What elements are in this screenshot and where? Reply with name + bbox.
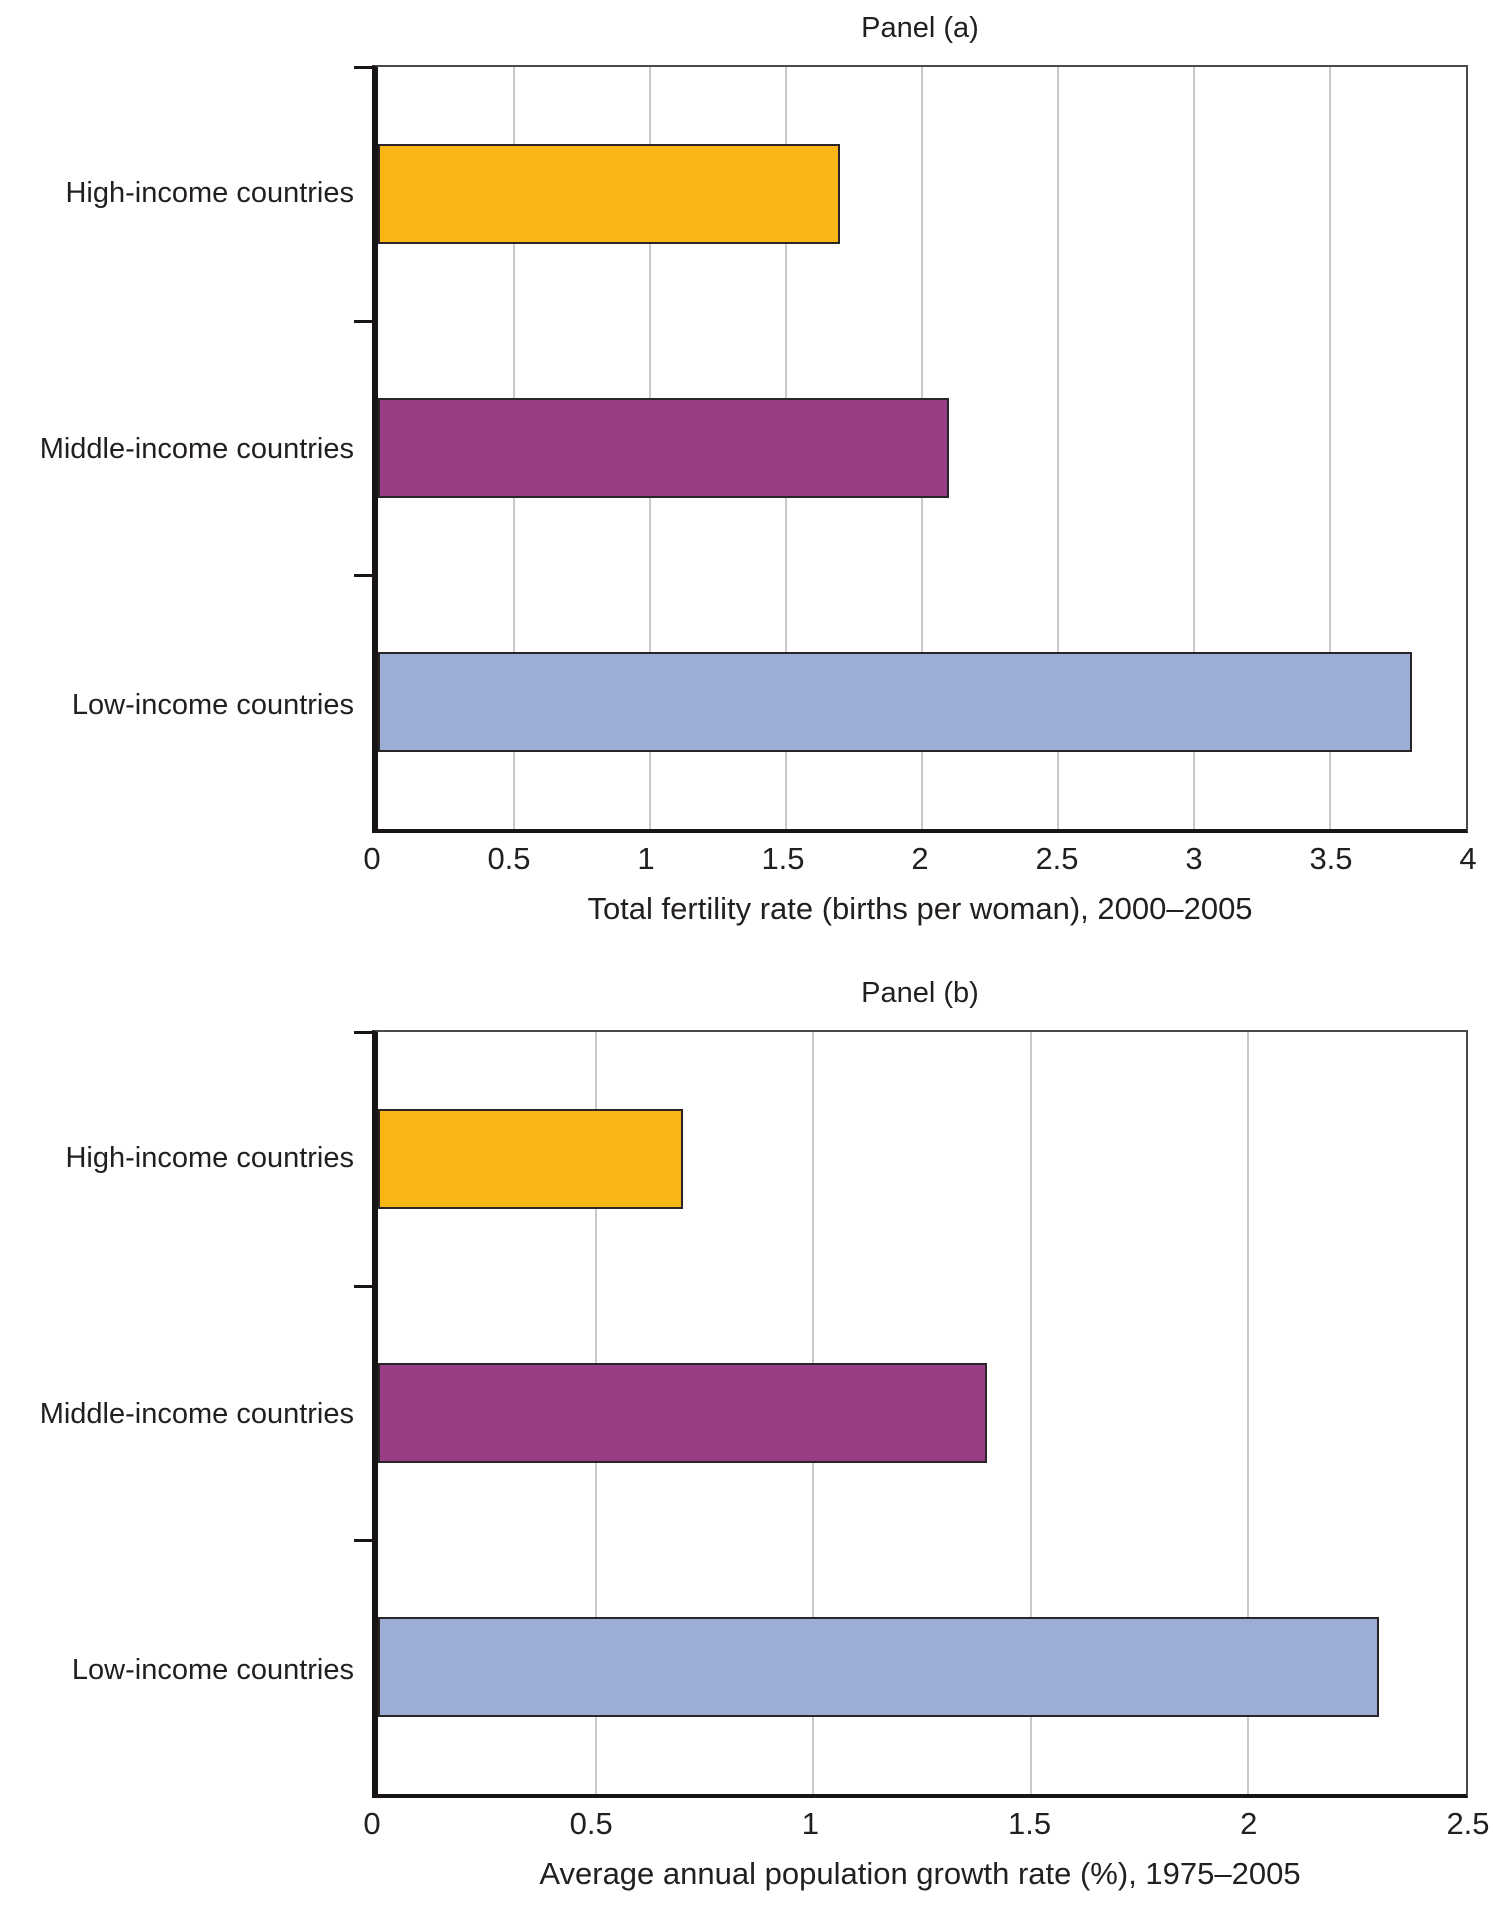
gridline bbox=[1029, 1032, 1032, 1794]
x-tick-label: 1 bbox=[801, 1806, 820, 1841]
category-band bbox=[378, 1540, 1466, 1794]
x-tick-label: 2.5 bbox=[1446, 1806, 1490, 1841]
category-label: Low-income countries bbox=[71, 1653, 354, 1686]
y-axis-tick bbox=[354, 573, 372, 577]
category-label: Middle-income countries bbox=[39, 432, 354, 465]
panel-a-chart: Panel (a) High-income countries Middle-in… bbox=[0, 8, 1477, 927]
category-band bbox=[378, 1286, 1466, 1540]
gridline bbox=[1247, 1032, 1250, 1794]
panel-a-x-axis-label: Total fertility rate (births per woman),… bbox=[587, 891, 1253, 926]
x-tick-label: 3 bbox=[1185, 841, 1203, 876]
category-label: High-income countries bbox=[65, 176, 354, 209]
x-tick-label: 3.5 bbox=[1309, 841, 1353, 876]
x-tick-label: 0 bbox=[363, 1806, 381, 1841]
x-tick-label: 0 bbox=[363, 841, 381, 876]
x-tick-label: 4 bbox=[1459, 841, 1477, 876]
y-axis-tick bbox=[354, 1284, 372, 1288]
panel-a-title: Panel (a) bbox=[861, 12, 979, 44]
bar bbox=[378, 1363, 988, 1463]
x-tick-label: 2 bbox=[911, 841, 929, 876]
category-band bbox=[378, 1032, 1466, 1286]
bar bbox=[378, 1109, 683, 1209]
gridline bbox=[1057, 67, 1059, 829]
panel-a-category-labels: High-income countries Middle-income count… bbox=[0, 65, 372, 833]
panel-b-x-axis-label: Average annual population growth rate (%… bbox=[539, 1856, 1301, 1891]
panel-b-chart: Panel (b) High-income countries Middle-in… bbox=[0, 973, 1490, 1892]
x-tick-label: 1.5 bbox=[1008, 1806, 1052, 1841]
panel-b-category-labels: High-income countries Middle-income count… bbox=[0, 1030, 372, 1798]
x-tick-label: 1.5 bbox=[761, 841, 805, 876]
y-axis-tick bbox=[354, 1538, 372, 1542]
x-tick-label: 0.5 bbox=[487, 841, 531, 876]
category-band bbox=[378, 67, 1466, 321]
bar bbox=[378, 144, 841, 244]
bar bbox=[378, 652, 1412, 752]
panel-b-x-axis-ticks: 0 0.5 1 1.5 2 2.5 bbox=[363, 1798, 1489, 1846]
bar bbox=[378, 1617, 1379, 1717]
x-tick-label: 0.5 bbox=[569, 1806, 613, 1841]
y-axis-tick bbox=[354, 1031, 372, 1034]
x-tick-label: 1 bbox=[637, 841, 655, 876]
category-label: High-income countries bbox=[65, 1141, 354, 1174]
gridline bbox=[1329, 67, 1331, 829]
y-axis-tick bbox=[354, 319, 372, 323]
category-band bbox=[378, 321, 1466, 575]
category-band bbox=[378, 575, 1466, 829]
category-label: Middle-income countries bbox=[39, 1397, 354, 1430]
bar bbox=[378, 398, 950, 498]
panel-b-title: Panel (b) bbox=[861, 977, 979, 1009]
panel-a-x-axis-ticks: 0 0.5 1 1.5 2 2.5 3 3.5 4 bbox=[363, 833, 1476, 881]
y-axis-tick bbox=[354, 66, 372, 69]
x-tick-label: 2.5 bbox=[1035, 841, 1079, 876]
panel-b-plot-area bbox=[354, 1030, 1468, 1798]
gridline bbox=[1193, 67, 1195, 829]
x-tick-label: 2 bbox=[1240, 1806, 1258, 1841]
panel-a-plot-area bbox=[354, 65, 1468, 833]
category-label: Low-income countries bbox=[71, 688, 354, 721]
